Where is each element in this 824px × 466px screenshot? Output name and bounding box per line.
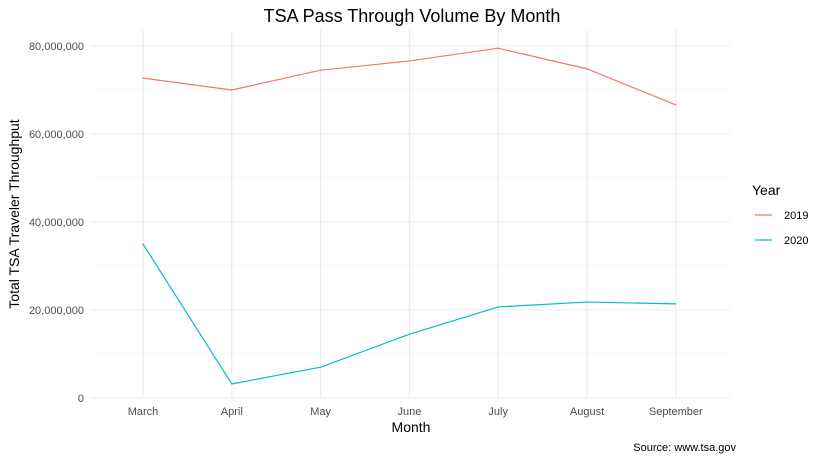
y-tick-label: 80,000,000: [29, 41, 84, 53]
data-point-2020: [497, 306, 499, 308]
data-point-2019: [408, 60, 410, 62]
y-tick-label: 0: [78, 393, 84, 405]
data-point-2020: [231, 383, 233, 385]
data-point-2019: [142, 77, 144, 79]
y-tick-label: 60,000,000: [29, 129, 84, 141]
x-tick-label: July: [488, 406, 508, 418]
y-tick-label: 20,000,000: [29, 305, 84, 317]
data-point-2020: [408, 333, 410, 335]
chart-title: TSA Pass Through Volume By Month: [264, 6, 561, 26]
data-point-2019: [586, 68, 588, 70]
legend-label-2019: 2019: [784, 210, 808, 222]
data-point-2020: [142, 243, 144, 245]
legend-title: Year: [752, 182, 781, 198]
data-point-2020: [675, 303, 677, 305]
data-point-2019: [675, 104, 677, 106]
data-point-2020: [586, 301, 588, 303]
x-tick-label: March: [128, 406, 159, 418]
y-tick-label: 40,000,000: [29, 217, 84, 229]
data-point-2019: [231, 89, 233, 91]
series-lines: [142, 47, 677, 385]
data-point-2020: [320, 366, 322, 368]
x-tick-label: April: [221, 406, 243, 418]
x-tick-label: May: [310, 406, 331, 418]
x-axis-ticks: March April May June July August September: [128, 406, 703, 418]
grid: [92, 30, 730, 399]
y-axis-ticks: 0 20,000,000 40,000,000 60,000,000 80,000,00…: [29, 41, 84, 405]
data-point-2019: [497, 47, 499, 49]
x-axis-label: Month: [392, 419, 431, 435]
x-tick-label: September: [649, 406, 703, 418]
legend-label-2020: 2020: [784, 235, 808, 247]
x-tick-label: August: [570, 406, 604, 418]
legend: Year 2019 2020: [752, 182, 808, 247]
caption: Source: www.tsa.gov: [633, 442, 736, 454]
data-point-2019: [320, 69, 322, 71]
x-tick-label: June: [397, 406, 421, 418]
y-axis-label: Total TSA Traveler Throughput: [6, 119, 22, 308]
